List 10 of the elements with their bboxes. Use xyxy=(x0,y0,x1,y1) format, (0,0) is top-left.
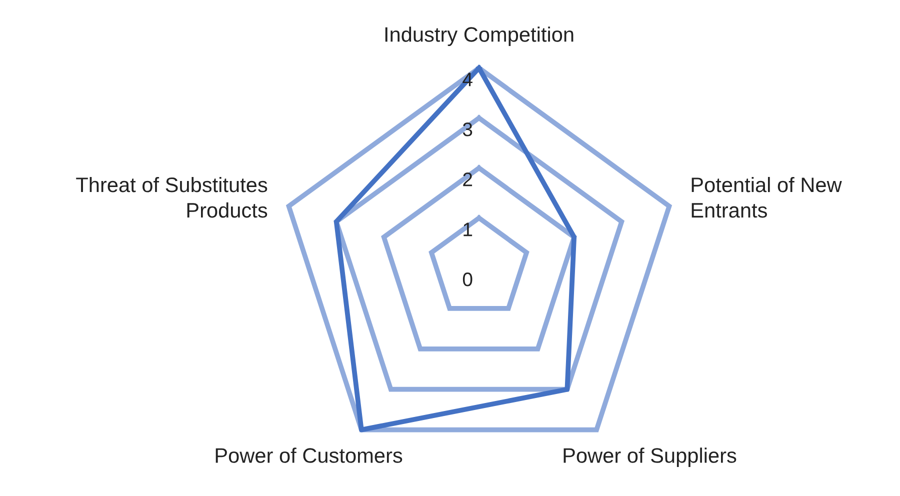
y-tick-label: 0 xyxy=(462,272,472,286)
y-tick-label: 4 xyxy=(462,72,472,86)
spoke-label: Power of Customers xyxy=(216,448,402,463)
y-tick-label: 1 xyxy=(464,222,472,236)
y-tick-label: 3 xyxy=(462,122,472,136)
spoke-label: Potential of New Entrants xyxy=(692,176,842,218)
y-tick-label: 2 xyxy=(463,172,472,186)
spoke-label: Threat of Substitutes Products xyxy=(76,176,268,218)
spoke-label: Industry Competition xyxy=(385,26,574,46)
spoke-label: Power of Suppliers xyxy=(564,448,736,468)
